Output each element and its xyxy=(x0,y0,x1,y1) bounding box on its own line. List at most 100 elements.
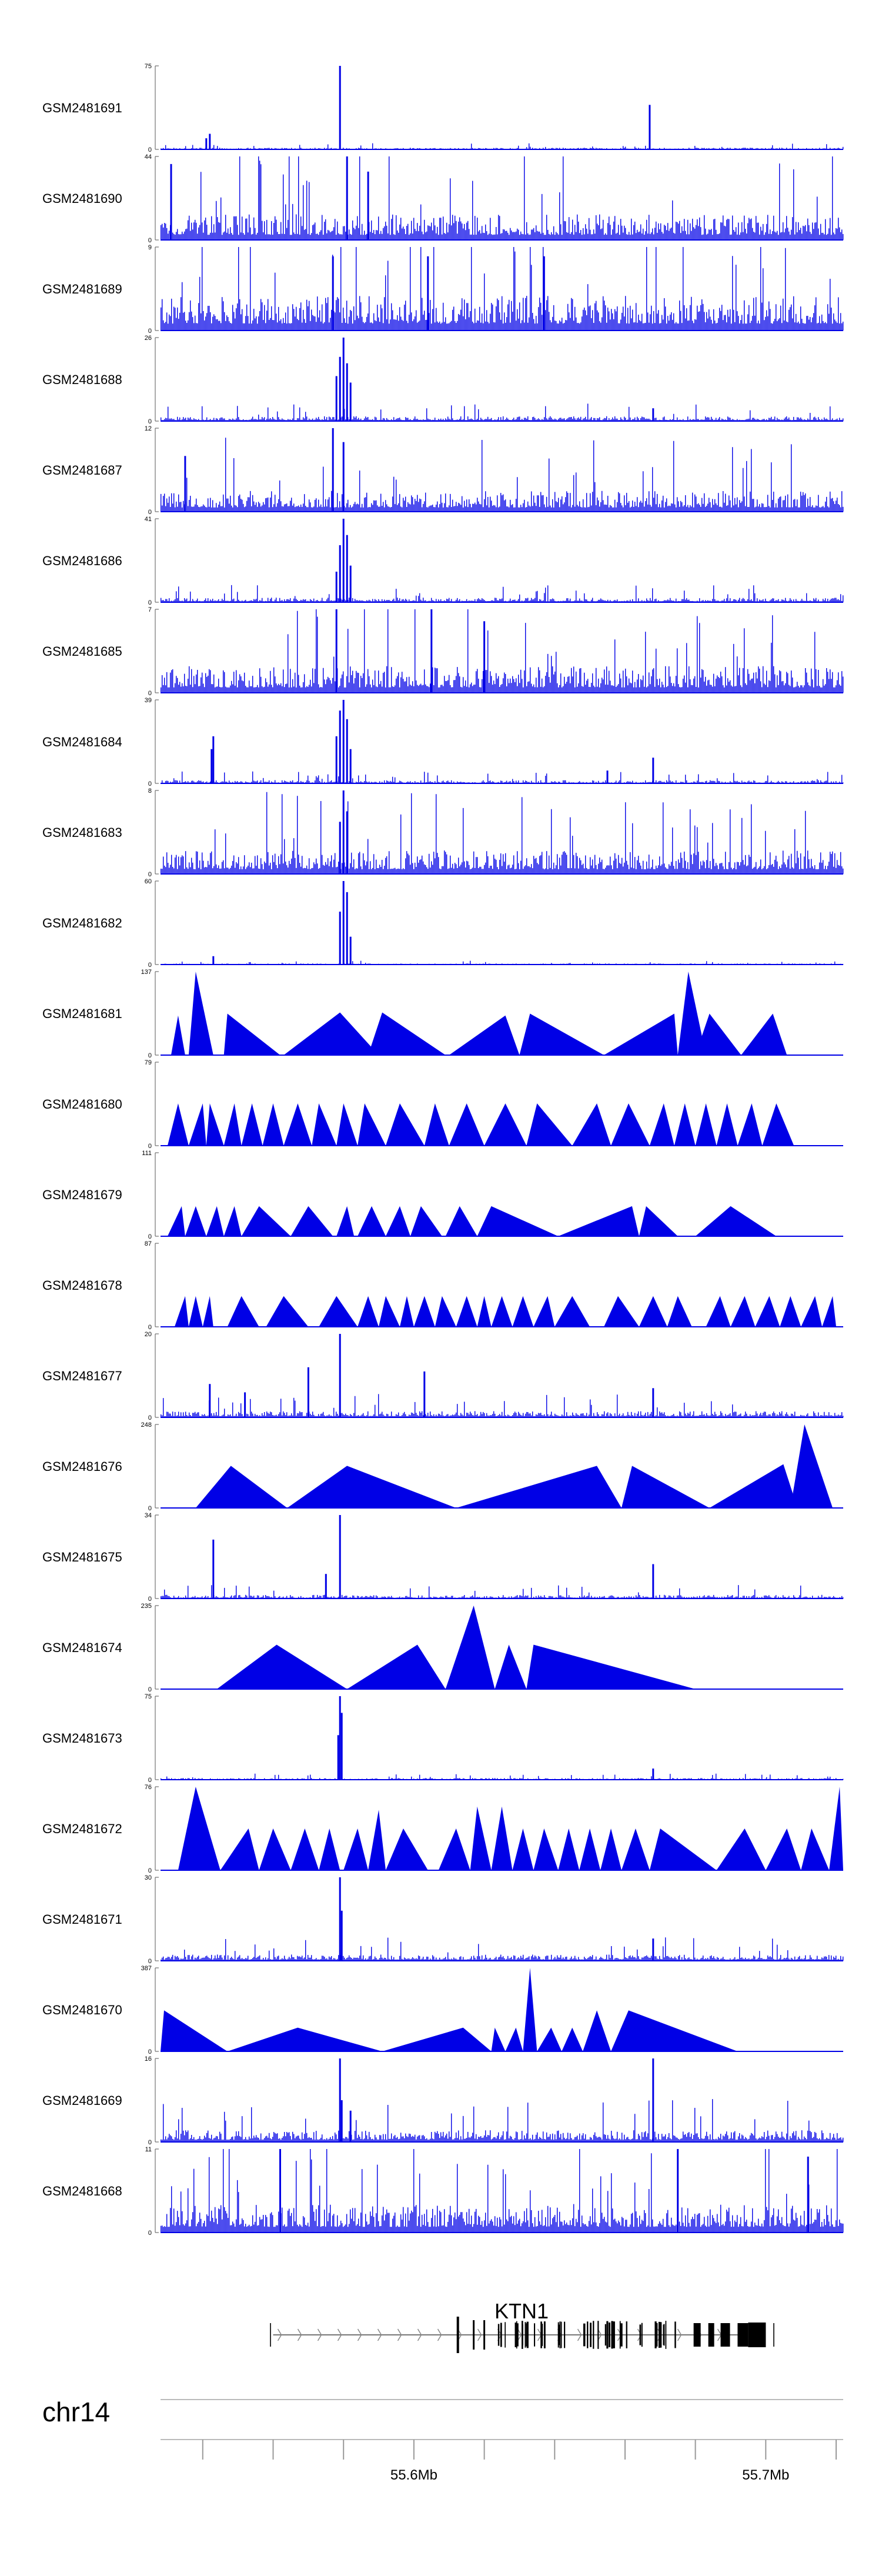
y-min-label: 0 xyxy=(148,237,152,244)
track-label: GSM2481689 xyxy=(42,282,122,296)
coverage-peak xyxy=(449,1015,520,1055)
track-label: GSM2481674 xyxy=(42,1640,122,1655)
track-GSM2481672: GSM2481672 76 0 xyxy=(42,1784,843,1874)
exon xyxy=(597,2321,599,2349)
coverage-peak xyxy=(604,1013,678,1055)
coverage-peak xyxy=(449,1103,485,1146)
exon xyxy=(522,2324,523,2345)
coverage-spike xyxy=(335,736,338,783)
track-label: GSM2481675 xyxy=(42,1550,122,1564)
coverage-peak xyxy=(741,1013,787,1055)
coverage-peak xyxy=(202,1296,213,1327)
track-GSM2481683: GSM2481683 8 0 xyxy=(42,788,844,878)
exon xyxy=(665,2321,667,2349)
coverage-spike xyxy=(346,892,348,965)
track-label: GSM2481690 xyxy=(42,191,122,206)
coverage-peak xyxy=(386,1103,425,1146)
coverage-peak xyxy=(368,1810,386,1870)
coverage-peak xyxy=(283,1012,379,1055)
coverage-peak xyxy=(495,1644,527,1689)
coverage-spike xyxy=(212,736,215,783)
exon xyxy=(608,2323,610,2347)
coverage-peak xyxy=(336,1206,355,1236)
exon xyxy=(497,2324,500,2346)
y-max-label: 75 xyxy=(145,1693,152,1700)
coverage-peak xyxy=(167,1206,185,1236)
coverage-spike xyxy=(339,66,341,149)
y-max-label: 9 xyxy=(148,244,152,251)
coverage-spike xyxy=(652,758,654,783)
coverage-peak xyxy=(801,1296,823,1327)
coverage-peak xyxy=(484,1103,527,1146)
track-label: GSM2481683 xyxy=(42,825,122,840)
exon xyxy=(613,2322,614,2348)
coverage-peak xyxy=(456,1466,622,1508)
exon xyxy=(505,2322,506,2348)
coverage-spike xyxy=(339,710,341,783)
y-max-label: 30 xyxy=(145,1874,152,1881)
track-label: GSM2481686 xyxy=(42,553,122,568)
coverage-peak xyxy=(558,1828,580,1870)
track-label: GSM2481688 xyxy=(42,372,122,387)
coverage-peak xyxy=(762,1103,794,1146)
track-GSM2481675: GSM2481675 34 0 xyxy=(42,1512,844,1603)
coverage-spike xyxy=(652,1769,654,1780)
strand-arrow xyxy=(337,2328,342,2341)
coverage-area xyxy=(161,143,844,149)
coverage-spike xyxy=(339,1515,341,1599)
coverage-peak xyxy=(358,1103,386,1146)
coverage-peak xyxy=(755,1296,780,1327)
axis-tick-label: 55.7Mb xyxy=(742,2467,789,2483)
coverage-spike xyxy=(339,912,341,965)
coverage-area xyxy=(161,1773,844,1780)
coverage-spike xyxy=(342,881,345,965)
coverage-peak xyxy=(649,1103,674,1146)
coverage-peak xyxy=(491,1296,513,1327)
coverage-spike xyxy=(346,363,348,421)
coverage-area xyxy=(161,247,844,331)
coverage-spike xyxy=(342,790,345,874)
coverage-spike xyxy=(346,811,348,874)
y-max-label: 387 xyxy=(141,1965,152,1972)
coverage-peak xyxy=(491,2027,506,2051)
coverage-spike xyxy=(342,338,345,421)
exon xyxy=(541,2324,543,2346)
coverage-peak xyxy=(456,1296,477,1327)
coverage-peak xyxy=(206,1103,224,1146)
coverage-area xyxy=(161,156,844,240)
exon xyxy=(524,2322,526,2348)
coverage-peak xyxy=(266,1296,309,1327)
coverage-spike xyxy=(170,163,172,240)
coverage-area xyxy=(161,960,844,965)
track-GSM2481687: GSM2481687 12 0 xyxy=(42,425,844,516)
track-label: GSM2481678 xyxy=(42,1278,122,1293)
y-min-label: 0 xyxy=(148,1867,152,1874)
coverage-peak xyxy=(185,1206,206,1236)
coverage-peak xyxy=(611,1103,650,1146)
strand-arrow xyxy=(677,2328,682,2341)
track-panel: GSM2481691750GSM2481690440GSM248168990GS… xyxy=(42,63,844,2237)
y-max-label: 34 xyxy=(145,1512,152,1519)
coverage-peak xyxy=(262,1103,284,1146)
track-label: GSM2481673 xyxy=(42,1731,122,1746)
coverage-peak xyxy=(512,1828,534,1870)
exon xyxy=(607,2321,608,2348)
coverage-spike xyxy=(279,2149,281,2233)
coverage-spike xyxy=(339,2058,341,2142)
exon xyxy=(564,2321,566,2348)
coverage-peak xyxy=(579,1828,601,1870)
coverage-spike xyxy=(807,2156,809,2233)
coverage-peak xyxy=(829,1787,843,1870)
coverage-peak xyxy=(358,1206,386,1236)
coverage-peak xyxy=(558,1206,639,1236)
coverage-peak xyxy=(358,1296,379,1327)
track-GSM2481671: GSM2481671 30 0 xyxy=(42,1874,844,1965)
coverage-peak xyxy=(368,1012,446,1055)
coverage-peak xyxy=(677,972,706,1055)
coverage-spike xyxy=(430,609,433,693)
coverage-peak xyxy=(695,1103,717,1146)
y-min-label: 0 xyxy=(148,2048,152,2056)
coverage-peak xyxy=(604,1296,639,1327)
coverage-spike xyxy=(212,1539,215,1599)
exon xyxy=(708,2323,714,2347)
